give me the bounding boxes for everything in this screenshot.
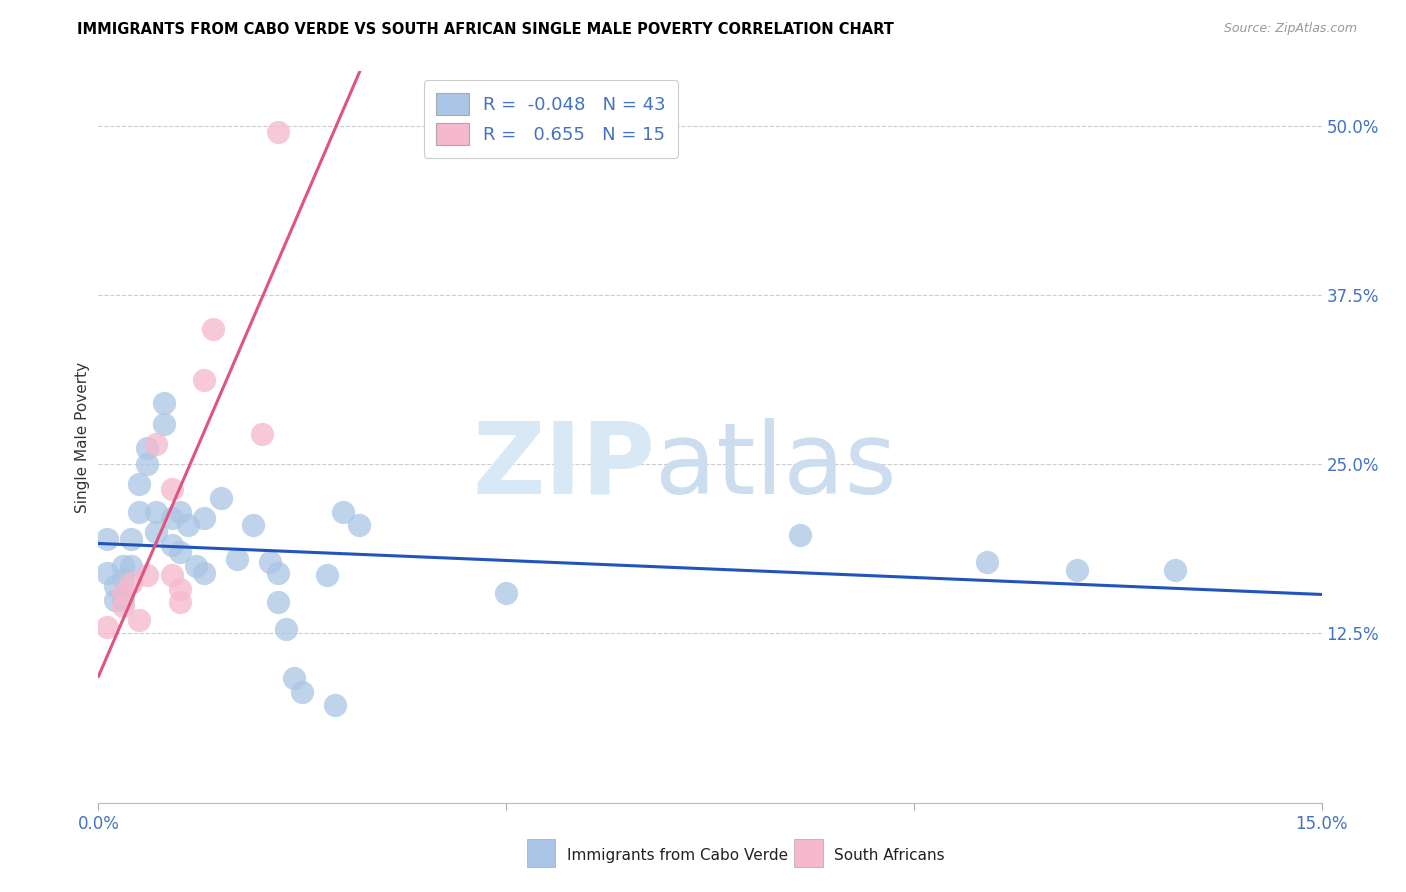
Point: [169, 505, 191, 519]
Point: [291, 684, 314, 698]
Point: [274, 623, 297, 637]
Point: [128, 613, 150, 627]
Point: [1066, 563, 1088, 577]
Point: [186, 558, 208, 573]
Point: [96, 620, 118, 634]
Text: Immigrants from Cabo Verde: Immigrants from Cabo Verde: [567, 848, 787, 863]
Point: [120, 576, 142, 591]
Point: [111, 572, 134, 586]
Point: [152, 417, 174, 431]
Point: [111, 586, 134, 600]
Point: [332, 505, 354, 519]
Point: [160, 482, 183, 496]
Text: South Africans: South Africans: [834, 848, 945, 863]
Point: [323, 698, 346, 713]
Point: [193, 373, 215, 387]
Point: [145, 505, 167, 519]
Point: [283, 671, 305, 685]
Point: [169, 582, 191, 596]
Text: atlas: atlas: [655, 417, 897, 515]
Point: [136, 568, 159, 582]
Text: IMMIGRANTS FROM CABO VERDE VS SOUTH AFRICAN SINGLE MALE POVERTY CORRELATION CHAR: IMMIGRANTS FROM CABO VERDE VS SOUTH AFRI…: [77, 22, 894, 37]
Point: [120, 532, 142, 546]
Point: [136, 457, 159, 471]
Point: [250, 427, 273, 442]
Point: [315, 568, 337, 582]
Point: [177, 518, 200, 533]
Point: [169, 595, 191, 609]
Point: [111, 592, 134, 607]
Point: [209, 491, 232, 505]
Point: [96, 532, 118, 546]
Point: [169, 545, 191, 559]
Point: [160, 511, 183, 525]
Point: [201, 322, 224, 336]
Text: Source: ZipAtlas.com: Source: ZipAtlas.com: [1223, 22, 1357, 36]
Point: [267, 566, 290, 580]
Point: [104, 592, 127, 607]
Text: ZIP: ZIP: [472, 417, 655, 515]
Point: [145, 437, 167, 451]
Point: [267, 125, 290, 139]
Point: [96, 566, 118, 580]
Point: [111, 599, 134, 614]
Point: [145, 524, 167, 539]
Point: [104, 579, 127, 593]
Point: [128, 505, 150, 519]
Point: [120, 558, 142, 573]
Point: [789, 527, 811, 541]
Point: [152, 396, 174, 410]
Point: [1164, 563, 1187, 577]
Point: [160, 538, 183, 552]
Point: [193, 566, 215, 580]
Point: [136, 441, 159, 455]
Y-axis label: Single Male Poverty: Single Male Poverty: [75, 361, 90, 513]
Point: [226, 552, 249, 566]
Point: [193, 511, 215, 525]
Point: [976, 555, 998, 569]
Point: [160, 568, 183, 582]
Point: [111, 558, 134, 573]
Point: [495, 586, 517, 600]
Legend: R =  -0.048   N = 43, R =   0.655   N = 15: R = -0.048 N = 43, R = 0.655 N = 15: [423, 80, 679, 158]
Point: [267, 595, 290, 609]
Point: [128, 477, 150, 491]
Point: [242, 518, 264, 533]
Point: [259, 555, 281, 569]
Point: [349, 518, 371, 533]
